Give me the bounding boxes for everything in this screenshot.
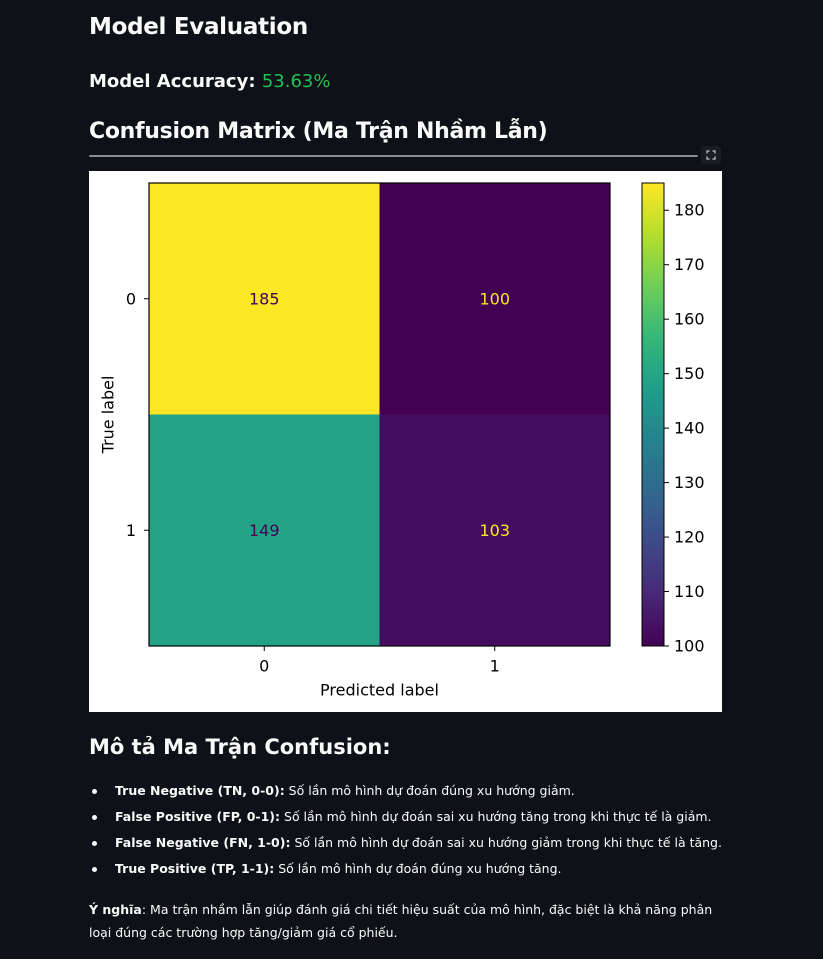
colorbar-tick-label: 140 xyxy=(674,419,705,438)
heatmap-frame xyxy=(148,182,611,647)
colorbar-tick-label: 100 xyxy=(674,637,705,656)
x-tick-label: 1 xyxy=(490,657,500,676)
y-tick-label: 1 xyxy=(126,521,136,540)
colorbar-tick-label: 120 xyxy=(674,528,705,547)
x-tick-label: 0 xyxy=(259,657,269,676)
colorbar-tick-label: 130 xyxy=(674,473,705,492)
colorbar xyxy=(641,182,665,647)
heatmap-cell xyxy=(379,414,610,646)
cell-value-label: 185 xyxy=(249,289,280,308)
colorbar-tick-label: 180 xyxy=(674,201,705,220)
list-item: False Positive (FP, 0-1): Số lần mô hình… xyxy=(89,807,723,833)
y-axis-label: True label xyxy=(99,376,118,455)
heading-divider xyxy=(89,155,698,157)
confusion-matrix-heading: Confusion Matrix (Ma Trận Nhầm Lẫn) xyxy=(89,119,548,144)
description-heading: Mô tả Ma Trận Confusion: xyxy=(89,735,391,759)
heatmap-cell xyxy=(149,414,380,646)
item-text: Số lần mô hình dự đoán sai xu hướng tăng… xyxy=(280,809,712,824)
item-term: True Positive (TP, 1-1): xyxy=(115,861,275,876)
description-list: True Negative (TN, 0-0): Số lần mô hình … xyxy=(89,781,723,885)
heatmap-cell xyxy=(379,183,610,415)
item-term: True Negative (TN, 0-0): xyxy=(115,783,285,798)
colorbar-tick-label: 170 xyxy=(674,255,705,274)
x-axis-label: Predicted label xyxy=(320,681,439,700)
y-tick-label: 0 xyxy=(126,289,136,308)
item-term: False Positive (FP, 0-1): xyxy=(115,809,281,824)
fullscreen-button[interactable] xyxy=(701,146,721,164)
accuracy-label: Model Accuracy: xyxy=(89,71,256,92)
meaning-label: Ý nghĩa xyxy=(89,902,142,917)
item-text: Số lần mô hình dự đoán đúng xu hướng giả… xyxy=(284,783,575,798)
meaning-text: : Ma trận nhầm lẫn giúp đánh giá chi tiế… xyxy=(89,902,713,940)
fullscreen-icon xyxy=(706,150,716,160)
accuracy-line: Model Accuracy: 53.63% xyxy=(89,71,330,92)
meaning-paragraph: Ý nghĩa: Ma trận nhầm lẫn giúp đánh giá … xyxy=(89,898,723,944)
confusion-matrix-plot: 185 100 149 103 0 1 0 1 Predicted label True labe… xyxy=(89,171,722,712)
cell-value-label: 103 xyxy=(479,521,510,540)
colorbar-tick-label: 160 xyxy=(674,310,705,329)
cell-value-label: 149 xyxy=(249,521,280,540)
list-item: False Negative (FN, 1-0): Số lần mô hình… xyxy=(89,833,723,859)
accuracy-value: 53.63% xyxy=(261,71,331,92)
confusion-matrix-svg: 185 100 149 103 0 1 0 1 Predicted label True labe… xyxy=(99,182,705,700)
item-term: False Negative (FN, 1-0): xyxy=(115,835,291,850)
item-text: Số lần mô hình dự đoán đúng xu hướng tăn… xyxy=(274,861,562,876)
list-item: True Negative (TN, 0-0): Số lần mô hình … xyxy=(89,781,723,807)
colorbar-tick-label: 110 xyxy=(674,582,705,601)
item-text: Số lần mô hình dự đoán sai xu hướng giảm… xyxy=(290,835,722,850)
list-item: True Positive (TP, 1-1): Số lần mô hình … xyxy=(89,859,723,885)
cell-value-label: 100 xyxy=(479,289,510,308)
page-title: Model Evaluation xyxy=(89,14,308,40)
colorbar-tick-label: 150 xyxy=(674,364,705,383)
heatmap-cell xyxy=(149,183,380,415)
